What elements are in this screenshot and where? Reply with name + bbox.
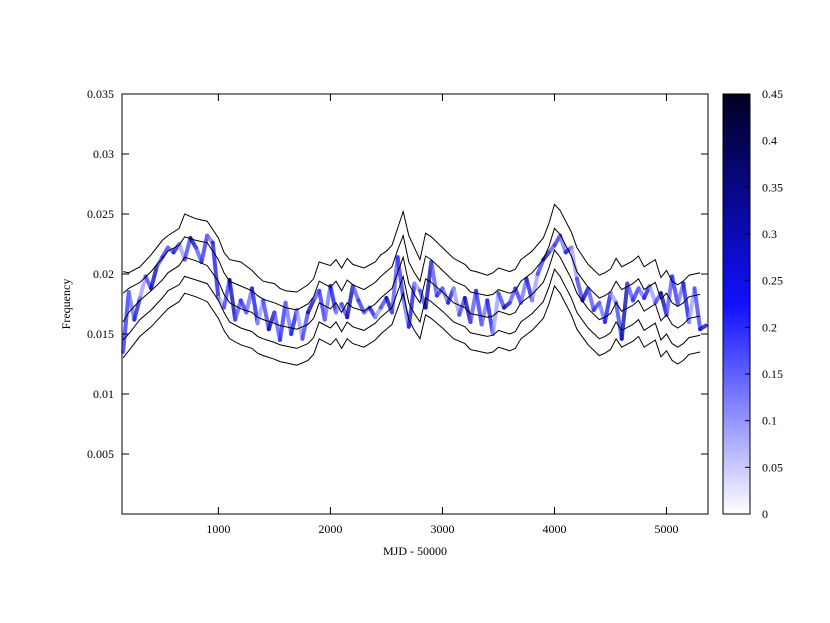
contour-lines-layer — [122, 203, 701, 366]
colorbar-tick-label: 0.1 — [762, 414, 777, 428]
y-tick-label: 0.025 — [87, 207, 114, 221]
power-ridge-segment — [210, 240, 221, 300]
x-tick-label: 4000 — [542, 522, 566, 536]
power-ridge-segment — [121, 290, 131, 354]
power-ridge-layer — [121, 233, 708, 354]
x-tick-label: 5000 — [655, 522, 679, 536]
power-ridge-segment — [137, 274, 148, 300]
y-tick-label: 0.03 — [93, 147, 114, 161]
power-ridge-segment — [233, 298, 243, 322]
power-ridge-segment — [647, 284, 658, 305]
power-ridge-segment — [406, 281, 417, 329]
x-tick-label: 1000 — [206, 522, 230, 536]
colorbar-tick-label: 0.45 — [762, 87, 783, 101]
power-ridge-segment — [535, 257, 546, 276]
colorbar: 0 0.05 0.1 0.15 0.2 0.25 0.3 0.35 0.4 0.45 — [722, 87, 783, 521]
y-tick-label: 0.02 — [93, 267, 114, 281]
power-ridge-segment — [574, 276, 585, 303]
y-axis-label: Frequency — [59, 279, 73, 330]
power-ridge-segment — [496, 291, 507, 310]
contour-line — [122, 203, 701, 293]
contour-line — [122, 268, 701, 349]
power-ridge-segment — [261, 298, 271, 332]
plot-frame — [121, 93, 709, 515]
y-tick-label: 0.035 — [87, 87, 114, 101]
colorbar-tick-label: 0.2 — [762, 320, 777, 334]
colorbar-tick-label: 0.35 — [762, 180, 783, 194]
power-ridge-segment — [390, 255, 400, 315]
contour-line — [122, 284, 701, 366]
x-axis-label: MJD - 50000 — [383, 544, 447, 558]
contour-line — [122, 248, 701, 330]
power-ridge-segment — [322, 284, 333, 322]
colorbar-tick-label: 0.3 — [762, 227, 777, 241]
colorbar-tick-label: 0.4 — [762, 134, 777, 148]
colorbar-gradient — [722, 93, 751, 515]
power-ridge-segment — [199, 233, 210, 264]
power-ridge-segment — [586, 286, 596, 312]
power-ridge-segment — [474, 288, 484, 327]
power-ridge-segment — [328, 284, 339, 315]
y-tick-label: 0.01 — [93, 387, 114, 401]
power-ridge-segment — [698, 323, 708, 332]
power-ridge-segment — [423, 260, 434, 310]
power-ridge-segment — [664, 274, 675, 317]
axes-layer: 0.005 0.01 0.015 0.02 0.025 0.03 0.035 1000 2000… — [87, 87, 709, 536]
x-tick-label: 3000 — [430, 522, 454, 536]
power-ridge-segment — [350, 284, 361, 303]
power-ridge-segment — [395, 255, 406, 300]
y-tick-label: 0.005 — [87, 447, 114, 461]
power-ridge-segment — [249, 286, 260, 326]
colorbar-tick-label: 0.05 — [762, 460, 783, 474]
power-ridge-segment — [602, 291, 613, 324]
power-ridge-segment — [558, 233, 568, 255]
power-ridge-segment — [451, 286, 462, 317]
y-tick-label: 0.015 — [87, 327, 114, 341]
power-ridge-segment — [530, 272, 540, 303]
power-ridge-segment — [305, 298, 316, 315]
colorbar-tick-label: 0.25 — [762, 274, 783, 288]
power-ridge-segment — [182, 236, 193, 262]
power-ridge-segment — [126, 290, 137, 322]
power-ridge-segment — [670, 274, 680, 306]
power-ridge-segment — [277, 300, 288, 342]
power-ridge-segment — [429, 260, 439, 298]
power-ridge-segment — [227, 278, 238, 322]
colorbar-tick-label: 0 — [762, 507, 768, 521]
colorbar-tick-label: 0.15 — [762, 367, 783, 381]
power-ridge-segment — [345, 284, 355, 320]
x-tick-label: 2000 — [318, 522, 342, 536]
contour-line — [122, 227, 701, 311]
power-ridge-segment — [149, 264, 159, 291]
